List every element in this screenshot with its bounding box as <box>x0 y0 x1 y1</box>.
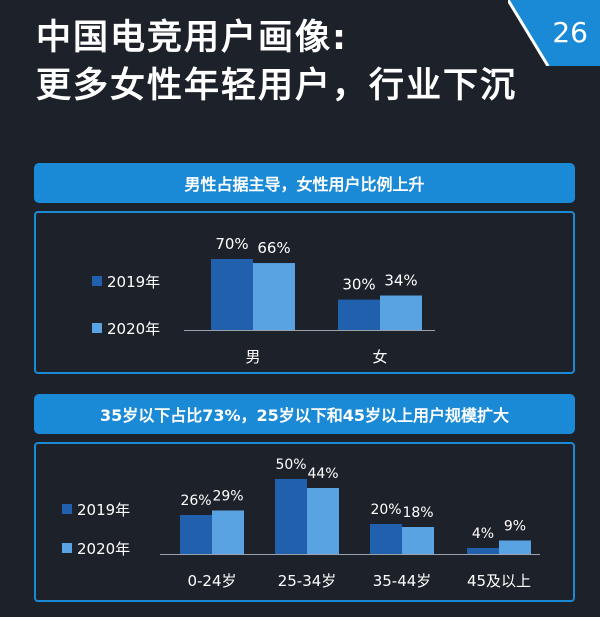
chart1-title: 男性占据主导，女性用户比例上升 <box>184 175 425 194</box>
chart1-category-label-1: 女 <box>372 348 387 366</box>
chart2-value-label-1-1: 44% <box>307 466 338 482</box>
chart1-category-label-0: 男 <box>245 348 260 366</box>
chart1-legend-swatch-0 <box>92 276 102 286</box>
chart2-category-label-0: 0-24岁 <box>187 572 236 590</box>
chart2-category-label-2: 35-44岁 <box>373 572 432 590</box>
chart2-title: 35岁以下占比73%，25岁以下和45岁以上用户规模扩大 <box>99 406 510 425</box>
chart1-title-banner: 男性占据主导，女性用户比例上升 <box>34 163 575 203</box>
chart1-legend-label-1: 2020年 <box>107 320 160 338</box>
chart1-value-label-0-1: 30% <box>342 276 375 294</box>
chart2-category-label-3: 45及以上 <box>467 572 531 590</box>
chart1-value-label-1-1: 34% <box>384 272 417 290</box>
chart2-legend-swatch-1 <box>62 543 72 553</box>
page-number-badge: 26 <box>508 0 600 66</box>
chart2-value-label-1-2: 18% <box>402 505 433 521</box>
title-line-2: 更多女性年轻用户，行业下沉 <box>36 66 518 106</box>
chart1-value-label-1-0: 66% <box>257 239 290 257</box>
chart1-bar-1-1 <box>380 295 422 330</box>
chart1-bar-0-1 <box>338 299 380 330</box>
chart2-title-banner: 35岁以下占比73%，25岁以下和45岁以上用户规模扩大 <box>34 394 575 434</box>
page-title: 中国电竞用户画像: 更多女性年轻用户，行业下沉 <box>36 14 517 110</box>
chart1-legend-label-0: 2019年 <box>107 273 160 291</box>
chart2-bar-0-3 <box>467 548 499 554</box>
chart2-value-label-0-0: 26% <box>180 493 211 509</box>
chart2-bar-0-2 <box>370 524 402 554</box>
chart2-legend-label-0: 2019年 <box>77 501 130 519</box>
chart1-bar-1-0 <box>253 263 295 330</box>
chart2-value-label-1-3: 9% <box>504 519 526 535</box>
badge-shape <box>508 0 600 66</box>
chart2-bar-0-0 <box>180 515 212 554</box>
chart2-legend-swatch-0 <box>62 504 72 514</box>
chart2-legend-label-1: 2020年 <box>77 540 130 558</box>
chart2-value-label-0-3: 4% <box>472 526 494 542</box>
title-line-1: 中国电竞用户画像: <box>36 18 348 58</box>
chart2-value-label-1-0: 29% <box>212 489 243 505</box>
chart1-bar-0-0 <box>211 259 253 330</box>
chart1-legend-swatch-1 <box>92 323 102 333</box>
chart2-category-label-1: 25-34岁 <box>278 572 337 590</box>
chart2-value-label-0-1: 50% <box>275 457 306 473</box>
chart2-panel <box>34 442 575 602</box>
chart1-panel <box>34 211 575 374</box>
chart1-value-label-0-0: 70% <box>215 235 248 253</box>
chart2-bar-1-0 <box>212 510 244 554</box>
chart2-bar-1-1 <box>307 488 339 554</box>
chart2-bar-0-1 <box>275 479 307 554</box>
page-number: 26 <box>552 16 588 49</box>
chart2-value-label-0-2: 20% <box>370 502 401 518</box>
chart2-bar-1-3 <box>499 540 531 554</box>
chart2-bar-1-2 <box>402 527 434 554</box>
